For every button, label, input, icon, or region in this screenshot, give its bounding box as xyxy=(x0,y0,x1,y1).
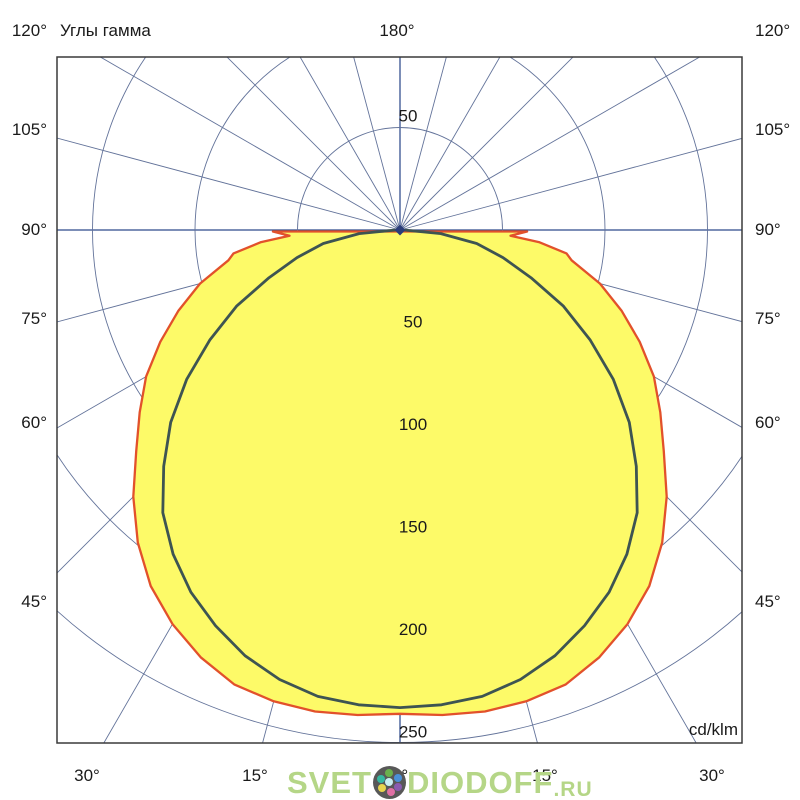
radial-tick-label: 50 xyxy=(404,313,423,332)
gamma-angle-labels: 120° 105° 90° 75° 60° 45° 120° 105° 90° 75° 60° 45°… xyxy=(12,21,790,785)
c0-c180-intensity-curve xyxy=(132,230,668,717)
radial-tick-label: 200 xyxy=(399,620,427,639)
radial-tick-label: 100 xyxy=(399,415,427,434)
watermark-suffix: .RU xyxy=(553,778,593,800)
gamma-angle-label: 75° xyxy=(21,309,47,328)
gamma-angle-label: 15° xyxy=(532,766,558,785)
radial-tick-label: 50 xyxy=(399,107,418,126)
units-label: cd/klm xyxy=(689,720,738,739)
gamma-angle-label: 90° xyxy=(21,220,47,239)
logo-color-dot xyxy=(376,774,385,783)
chart-title: Углы гамма xyxy=(60,21,151,40)
logo-color-dot xyxy=(393,773,402,782)
radial-tick-labels: 50 100 150 200 250 50 xyxy=(399,107,428,742)
gamma-angle-label: 60° xyxy=(21,413,47,432)
plot-border xyxy=(56,56,743,744)
pole-marker xyxy=(394,224,406,236)
watermark-prefix: SVET xyxy=(287,764,372,800)
watermark-logo-icon xyxy=(372,765,406,799)
radial-tick-label: 250 xyxy=(399,723,427,742)
gamma-angle-label: 120° xyxy=(12,21,47,40)
gamma-angle-label: 75° xyxy=(755,309,781,328)
gamma-angle-label: 30° xyxy=(699,766,725,785)
logo-color-dot xyxy=(385,778,394,786)
logo-color-dot xyxy=(393,782,402,791)
gamma-angle-label: 105° xyxy=(12,120,47,139)
gamma-angle-label: 90° xyxy=(755,220,781,239)
logo-color-dot xyxy=(386,787,395,796)
gamma-angle-label: 45° xyxy=(755,592,781,611)
gamma-angle-label: 45° xyxy=(21,592,47,611)
logo-color-dot xyxy=(377,783,386,792)
watermark: SVET DIODOFF .RU xyxy=(287,762,593,800)
gamma-angle-label: 120° xyxy=(755,21,790,40)
radial-tick-label: 150 xyxy=(399,518,427,537)
top-center-angle-label: 180° xyxy=(379,21,414,40)
gamma-angle-label: 105° xyxy=(755,120,790,139)
gamma-angle-label: 60° xyxy=(755,413,781,432)
watermark-middle: DIODOFF xyxy=(406,764,554,800)
gamma-angle-label: 15° xyxy=(242,766,268,785)
c90-c270-intensity-curve xyxy=(161,228,639,709)
gamma-angle-label: 30° xyxy=(74,766,100,785)
logo-color-dot xyxy=(385,768,394,777)
